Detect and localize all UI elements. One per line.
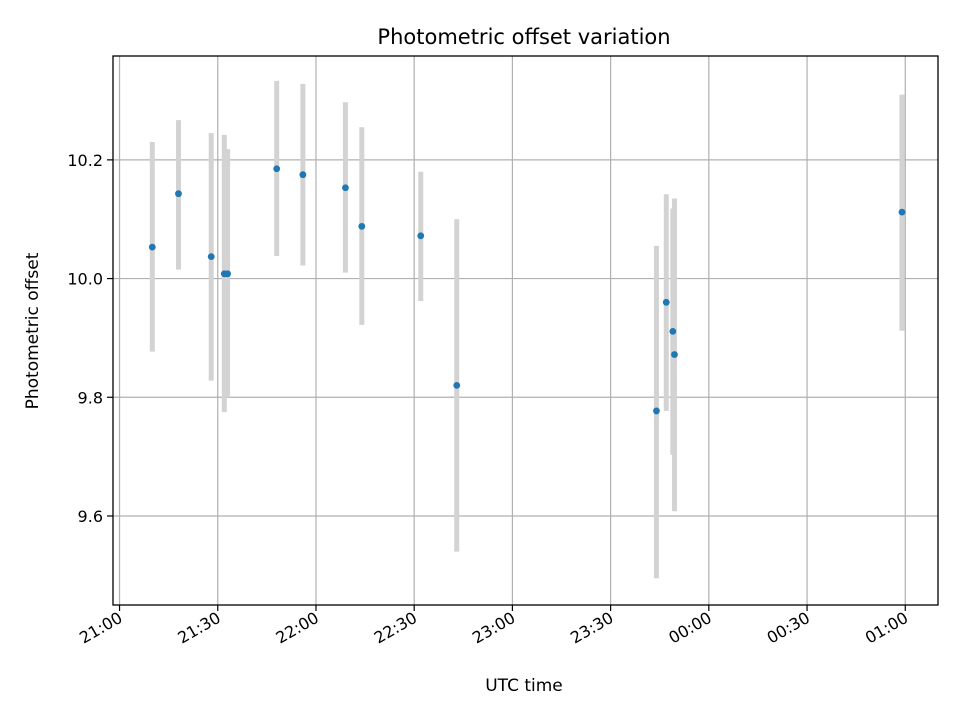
x-tick-label: 22:00: [273, 608, 322, 648]
data-point: [224, 270, 231, 278]
x-tick-label: 23:30: [567, 608, 616, 648]
data-point: [342, 184, 349, 192]
data-point: [662, 298, 670, 306]
data-point: [653, 407, 660, 415]
x-axis-ticks: 21:00 21:30 22:00 22:30 23:00 23:30 00:00 00:30…: [76, 605, 911, 648]
data-point: [671, 351, 678, 358]
y-tick-label: 10.0: [67, 270, 103, 289]
chart-title: Photometric offset variation: [377, 25, 670, 49]
x-tick-label: 22:30: [371, 608, 420, 648]
data-point: [273, 165, 281, 173]
data-point: [299, 171, 307, 179]
y-tick-label: 10.2: [67, 151, 103, 170]
x-axis-label: UTC time: [485, 676, 563, 696]
plot-frame: [112, 55, 939, 606]
y-tick-label: 9.6: [78, 507, 103, 526]
data-points: [148, 165, 906, 415]
x-tick-label: 00:00: [665, 608, 714, 648]
data-point: [417, 232, 425, 240]
data-point: [358, 222, 366, 230]
y-axis-ticks: 9.6 9.8 10.0 10.2: [67, 151, 113, 526]
data-point: [669, 327, 677, 335]
x-tick-label: 21:00: [76, 608, 125, 648]
x-tick-label: 21:30: [174, 608, 223, 648]
y-axis-label: Photometric offset: [23, 252, 43, 409]
x-tick-label: 01:00: [862, 608, 911, 648]
y-tick-label: 9.8: [78, 388, 103, 407]
error-bars: [149, 80, 905, 579]
data-point: [453, 382, 461, 389]
x-tick-label: 00:30: [764, 608, 813, 648]
data-point: [148, 243, 156, 251]
x-tick-label: 23:00: [469, 608, 518, 648]
grid-lines: [113, 56, 938, 605]
data-point: [207, 253, 215, 261]
data-point: [175, 190, 182, 198]
data-point: [898, 208, 906, 216]
